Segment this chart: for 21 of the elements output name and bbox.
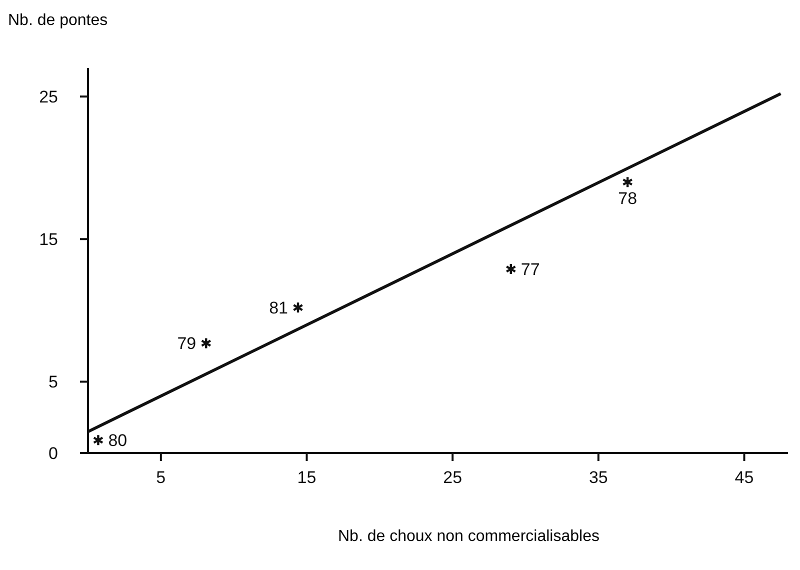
point (622, 176, 634, 188)
x-axis-title: Nb. de choux non commercialisables (338, 528, 600, 546)
point (292, 301, 304, 314)
point (505, 262, 516, 276)
annotation: 81 (269, 298, 288, 318)
y-axis-title: Nb. de pontes (8, 12, 108, 30)
x-tick-label: 35 (588, 468, 608, 488)
x-tick-label: 15 (297, 468, 316, 488)
y-tick-label: 5 (48, 372, 58, 392)
x-tick-label: 5 (156, 468, 166, 488)
point (92, 434, 104, 446)
annotation: 80 (108, 431, 128, 450)
x-tick-label: 45 (734, 468, 754, 488)
y-tick-label: 25 (39, 88, 58, 107)
annotation: 79 (177, 334, 196, 354)
x-tick-label: 25 (443, 468, 462, 488)
point (200, 337, 212, 350)
y-tick-label: 15 (39, 230, 58, 250)
annotation: 77 (520, 260, 540, 280)
annotation: 78 (618, 189, 638, 208)
y-tick-label: 0 (48, 444, 58, 464)
